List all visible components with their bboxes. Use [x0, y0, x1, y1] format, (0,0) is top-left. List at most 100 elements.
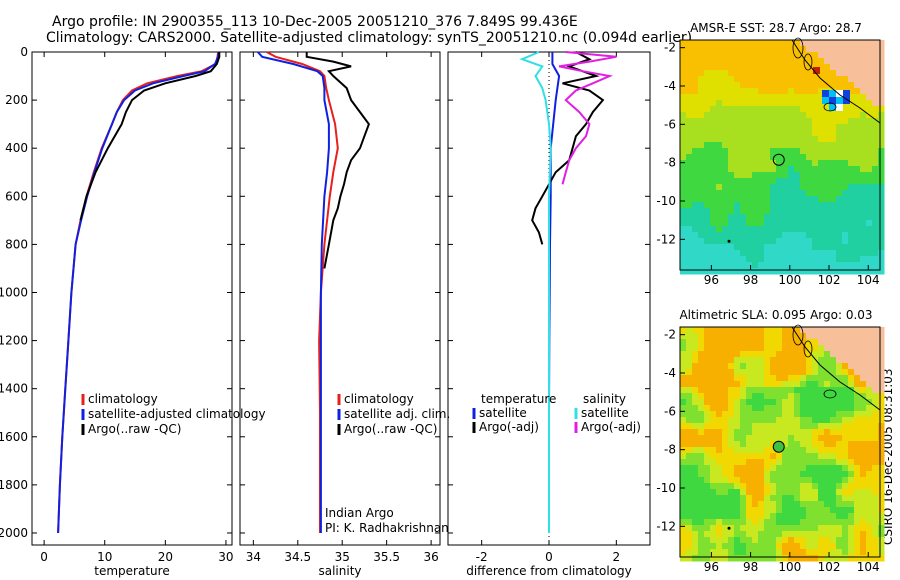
sla_map-cell	[758, 327, 765, 334]
sst_map-cell	[686, 250, 693, 257]
sst_map-cell	[698, 70, 705, 77]
sst_map-cell	[860, 232, 867, 239]
sla_map-cell	[794, 333, 801, 340]
sla_map-cell	[842, 381, 849, 388]
sla_map-cell	[692, 375, 699, 382]
sla_map-cell	[722, 447, 729, 454]
sla_map-cell	[716, 555, 723, 562]
sst_map-cell	[710, 64, 717, 71]
sst_map-cell	[800, 106, 807, 113]
sla_map-cell	[806, 357, 813, 364]
sla_map-cell	[698, 519, 705, 526]
sst_map-cell	[848, 46, 855, 53]
sla_map-cell	[788, 357, 795, 364]
sla_map-cell	[752, 513, 759, 520]
sst_map-cell	[788, 232, 795, 239]
sst_map-cell	[740, 82, 747, 89]
sla_map-cell	[710, 465, 717, 472]
sla_map-cell	[818, 519, 825, 526]
sst_map-cell	[722, 142, 729, 149]
sla_map-cell	[788, 369, 795, 376]
sst_map-cell	[800, 220, 807, 227]
sst_map-cell	[698, 58, 705, 65]
sst_map-cell	[866, 184, 873, 191]
sst_map-cell	[722, 196, 729, 203]
sst_map-cell	[866, 220, 873, 227]
sla_map-cell	[710, 333, 717, 340]
sst_map-cell	[686, 106, 693, 113]
sst_map-cell	[734, 232, 741, 239]
sla_map-cell	[758, 339, 765, 346]
sla_map-cell	[812, 399, 819, 406]
sla_map-cell	[734, 387, 741, 394]
sla_map-cell	[854, 477, 861, 484]
sst_map-cell	[830, 244, 837, 251]
sst_map-cell	[758, 76, 765, 83]
sla_map-cell	[746, 519, 753, 526]
sst_map-cell	[830, 238, 837, 245]
sst_map-cell	[764, 154, 771, 161]
sst_map-cell	[686, 52, 693, 59]
sst_map-cell	[866, 250, 873, 257]
sla_map-cell	[878, 519, 885, 526]
sst_map-cell	[680, 130, 687, 137]
sla_map-cell	[860, 537, 867, 544]
sst_map-cell	[764, 202, 771, 209]
sst_map-cell	[836, 118, 843, 125]
sst_map-cell	[824, 154, 831, 161]
sla_map-cell	[824, 495, 831, 502]
sla_map-cell	[848, 423, 855, 430]
sst_map-cell	[818, 178, 825, 185]
sla_map-cell	[704, 441, 711, 448]
sst_map-cell	[872, 178, 879, 185]
sla_map-cell	[800, 411, 807, 418]
sst_map-cell	[824, 148, 831, 155]
sst_map-cell	[734, 130, 741, 137]
sst_map-cell	[800, 226, 807, 233]
sst_map-cell	[872, 166, 879, 173]
sla_map-cell	[716, 423, 723, 430]
sst_map-cell	[818, 232, 825, 239]
sla_map-cell	[686, 477, 693, 484]
sst_map-cell	[758, 208, 765, 215]
sla_map-cell	[812, 369, 819, 376]
sla_map-cell	[794, 519, 801, 526]
sla_map-cell	[794, 399, 801, 406]
sla_map-cell	[698, 513, 705, 520]
sst_map-cell	[764, 250, 771, 257]
sla_map-cell	[716, 465, 723, 472]
sla_map-cell	[776, 423, 783, 430]
sla_map-cell	[788, 483, 795, 490]
sst_map-cell	[734, 88, 741, 95]
sst_map-cell	[758, 250, 765, 257]
sst_map-cell	[752, 190, 759, 197]
sst_map-cell	[788, 202, 795, 209]
sst_map-cell	[752, 250, 759, 257]
sla_map-cell	[710, 459, 717, 466]
sst_map-cell	[710, 40, 717, 47]
sla_map-cell	[872, 327, 879, 334]
sst_map-cell	[812, 52, 819, 59]
sla_map-cell	[680, 519, 687, 526]
sst_map-cell	[782, 214, 789, 221]
sla_map-cell	[824, 513, 831, 520]
sla_map-cell	[740, 333, 747, 340]
sst_map-cell	[836, 58, 843, 65]
sla_map-cell	[842, 507, 849, 514]
sst_map-cell	[728, 262, 735, 269]
sst_map-cell	[830, 208, 837, 215]
sst_map-cell	[776, 106, 783, 113]
sla_map-cell	[872, 531, 879, 538]
sst_map-cell	[698, 118, 705, 125]
sst_map-cell	[728, 58, 735, 65]
sla_map-ytick-label: -10	[656, 481, 676, 495]
sst-coastal-anomaly-cell	[836, 104, 843, 111]
sla_map-cell	[680, 531, 687, 538]
sla_map-cell	[830, 429, 837, 436]
sla_map-cell	[770, 459, 777, 466]
sst_map-cell	[782, 76, 789, 83]
sst_map-cell	[710, 82, 717, 89]
sst_map-cell	[860, 154, 867, 161]
sla_map-cell	[734, 429, 741, 436]
sst_map-cell	[824, 190, 831, 197]
